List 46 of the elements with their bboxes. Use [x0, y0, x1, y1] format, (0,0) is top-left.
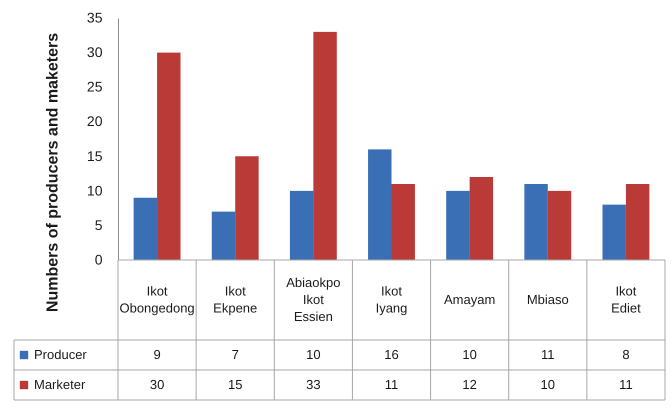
bar [235, 156, 259, 260]
legend-label: Producer [34, 347, 88, 362]
bar [626, 184, 650, 260]
data-label: 33 [306, 377, 321, 392]
bar [313, 32, 337, 260]
data-label: 16 [384, 347, 399, 362]
x-tick-label: Ikot Iyang [376, 284, 408, 316]
y-tick-label: 5 [94, 216, 103, 233]
y-tick-label: 0 [94, 252, 103, 268]
y-tick-label: 25 [86, 78, 103, 95]
x-tick-label: Mbiaso [526, 292, 569, 307]
data-label: 11 [619, 377, 633, 392]
data-label: 11 [384, 377, 398, 392]
bar [290, 190, 314, 260]
data-label: 12 [462, 377, 477, 392]
x-tick-label: Ikot Obongedong [119, 284, 195, 316]
data-label: 8 [622, 347, 630, 362]
data-label: 10 [540, 377, 556, 392]
bar [524, 184, 548, 260]
data-label: 9 [153, 347, 161, 362]
data-label: 10 [306, 347, 321, 362]
y-axis-title: Numbers of producers and maketers [44, 32, 62, 312]
legend-label: Marketer [34, 377, 86, 392]
bar [157, 52, 181, 260]
data-label: 10 [462, 347, 477, 362]
bar [134, 198, 158, 260]
y-tick-label: 35 [86, 10, 103, 26]
bar [368, 149, 392, 260]
bar [392, 184, 415, 260]
bar [548, 190, 572, 260]
y-tick-label: 15 [86, 148, 103, 164]
bar [446, 190, 470, 260]
data-label: 11 [541, 347, 555, 362]
bar [602, 204, 626, 260]
bar [470, 177, 494, 260]
x-tick-label: Ikot Ediet [611, 284, 642, 316]
y-tick-label: 30 [86, 44, 103, 60]
x-tick-label: Ikot Ekpene [213, 284, 258, 316]
x-tick-label: Amayam [444, 292, 496, 307]
data-label: 30 [150, 377, 164, 392]
bar [212, 212, 236, 260]
y-tick-label: 10 [86, 182, 103, 198]
data-label: 15 [228, 377, 242, 392]
x-tick-label: Abiaokpo Ikot Essien [286, 275, 340, 324]
data-label: 7 [232, 347, 239, 362]
y-tick-label: 20 [86, 113, 103, 130]
